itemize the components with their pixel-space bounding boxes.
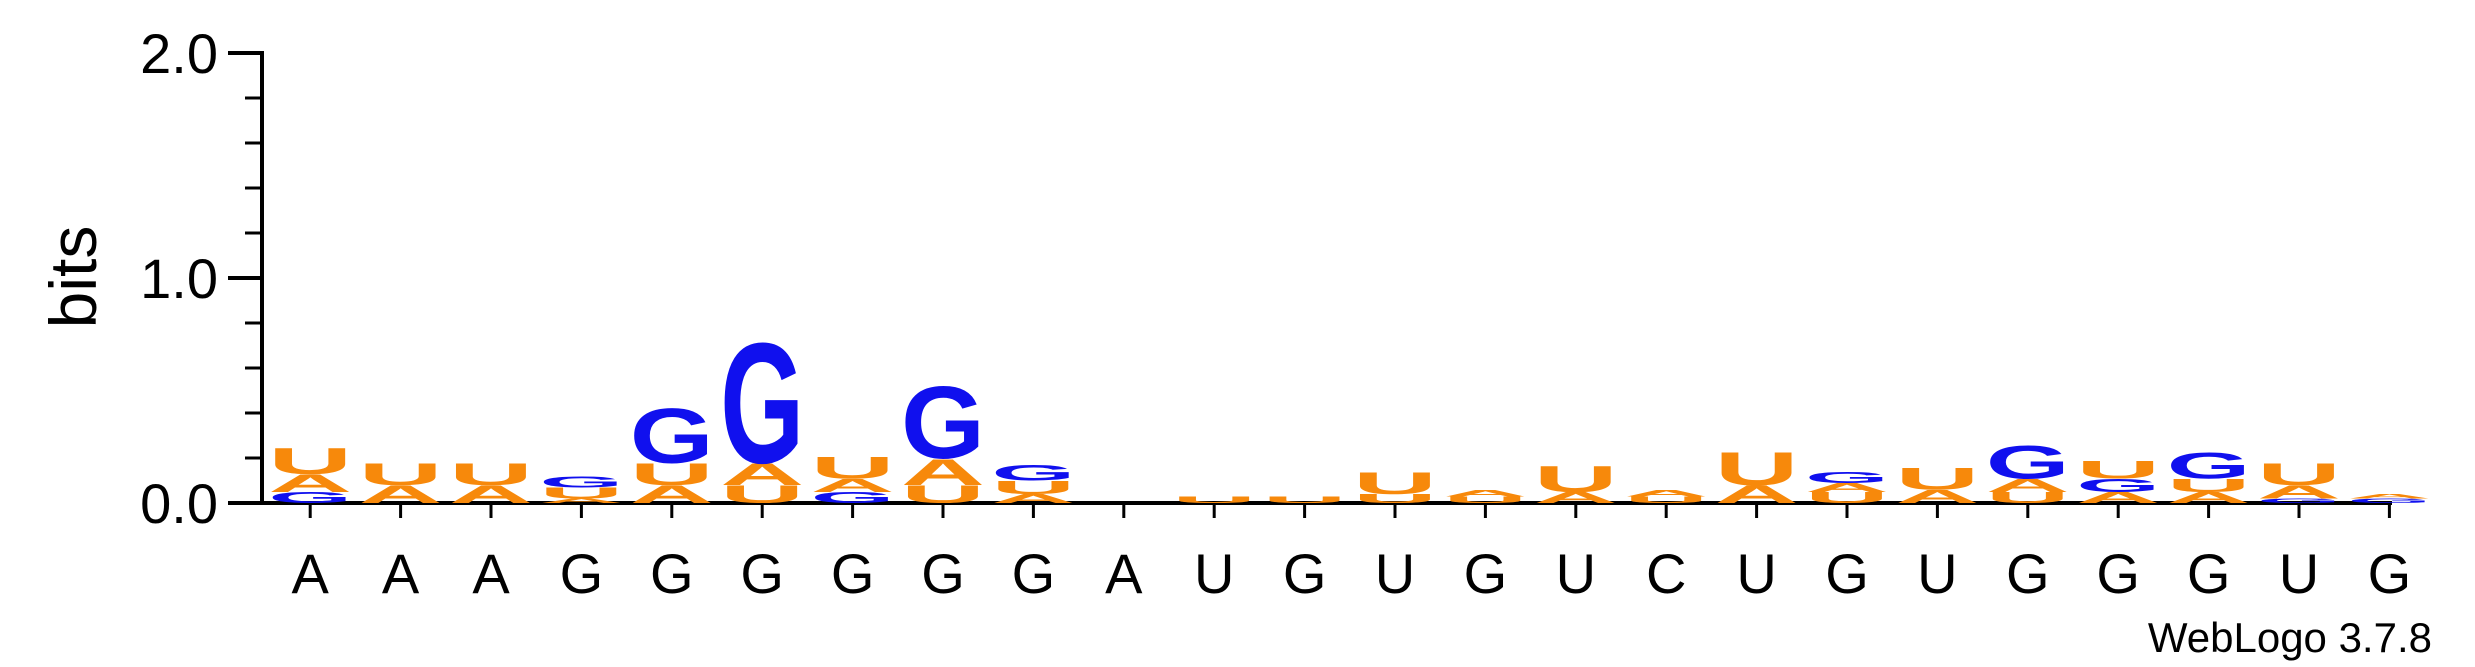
y-axis: 0.0 1.0 2.0	[140, 22, 264, 535]
sequence-label: G	[921, 542, 965, 605]
logo-letter-a: A	[1805, 480, 1889, 494]
y-tick-label: 1.0	[140, 247, 218, 310]
logo-letter-a: A	[268, 469, 352, 497]
logo-letter-g: G	[1805, 469, 1889, 486]
logo-letter-g: G	[901, 365, 985, 480]
sequence-label: G	[2187, 542, 2231, 605]
logo-letter-u: U	[2076, 456, 2160, 484]
logo-letter-u: U	[1353, 466, 1437, 501]
sequence-label: G	[2368, 542, 2412, 605]
logo-letter-u: U	[1263, 495, 1347, 505]
logo-letter-g: G	[811, 489, 895, 506]
sequence-label: A	[382, 542, 420, 605]
sequence-label: A	[472, 542, 510, 605]
logo-letter-g: G	[720, 308, 804, 500]
sequence-label: G	[1283, 542, 1327, 605]
logo-letter-a: A	[1986, 475, 2070, 496]
logo-letter-u: U	[630, 457, 714, 492]
sequence-label: G	[2096, 542, 2140, 605]
y-ticks: 0.0 1.0 2.0	[140, 22, 262, 535]
logo-letter-u: U	[811, 450, 895, 485]
logo-letter-u: U	[1353, 492, 1437, 506]
sequence-label: G	[1825, 542, 1869, 605]
logo-letter-u: U	[1805, 489, 1889, 507]
logo-letter-a: A	[2076, 489, 2160, 507]
y-axis-label: bits	[36, 226, 110, 329]
sequence-label: U	[1736, 542, 1776, 605]
y-tick-label: 2.0	[140, 22, 218, 85]
logo-letter-g: G	[2167, 445, 2251, 487]
logo-letter-u: U	[2257, 457, 2341, 492]
logo-letter-g: G	[268, 489, 352, 506]
logo-letter-a: A	[2257, 482, 2341, 503]
logo-letter-u: U	[1172, 495, 1256, 505]
logo-letter-g: G	[539, 473, 623, 490]
logo-letter-a: A	[811, 475, 895, 496]
logo-letter-u: U	[991, 477, 1075, 498]
sequence-label: G	[831, 542, 875, 605]
logo-letter-u: U	[1715, 443, 1799, 495]
logo-letter-a: A	[720, 457, 804, 492]
logo-letter-u: U	[1624, 495, 1708, 505]
logo-letter-u: U	[1534, 458, 1618, 500]
sequence-label: U	[2279, 542, 2319, 605]
weblogo-credit: WebLogo 3.7.8	[2148, 614, 2432, 661]
sequence-label: G	[1464, 542, 1508, 605]
logo-letter-u: U	[2167, 475, 2251, 496]
sequence-label: U	[1917, 542, 1957, 605]
logo-letter-a: A	[1624, 488, 1708, 498]
logo-letter-a: A	[539, 497, 623, 504]
logo-letter-g: G	[630, 392, 714, 479]
logo-letter-g: G	[1986, 436, 2070, 488]
sequence-label: G	[1012, 542, 1056, 605]
logo-letter-g: G	[2076, 475, 2160, 496]
sequence-label: U	[1556, 542, 1596, 605]
sequence-label: C	[1646, 542, 1686, 605]
logo-letter-a: A	[1443, 488, 1527, 498]
sequence-label: A	[292, 542, 330, 605]
logo-letter-u: U	[1895, 462, 1979, 497]
logo-letter-g: G	[2347, 497, 2431, 504]
sequence-label: U	[1194, 542, 1234, 605]
sequence-label: G	[2006, 542, 2050, 605]
y-tick-label: 0.0	[140, 472, 218, 535]
sequence-label: G	[650, 542, 694, 605]
logo-letter-a: A	[901, 452, 985, 494]
logo-letter-g: G	[2257, 497, 2341, 504]
logo-letter-u: U	[539, 484, 623, 502]
sequence-label: G	[740, 542, 784, 605]
logo-letter-g: G	[991, 461, 1075, 486]
sequence-label: A	[1105, 542, 1143, 605]
sequence-label: G	[560, 542, 604, 605]
logo-letter-a: A	[991, 492, 1075, 506]
logo-letter-a: A	[2347, 493, 2431, 500]
logo-letter-a: A	[1895, 486, 1979, 507]
logo-letter-a: A	[1534, 489, 1618, 507]
logo-letter-u: U	[268, 440, 352, 482]
logo-letter-u: U	[449, 457, 533, 492]
logo-letter-u: U	[359, 457, 443, 492]
logo-letter-a: A	[2167, 489, 2251, 507]
logo-letter-u: U	[1986, 489, 2070, 507]
logo-letter-u: U	[1443, 495, 1527, 505]
sequence-label: U	[1375, 542, 1415, 605]
